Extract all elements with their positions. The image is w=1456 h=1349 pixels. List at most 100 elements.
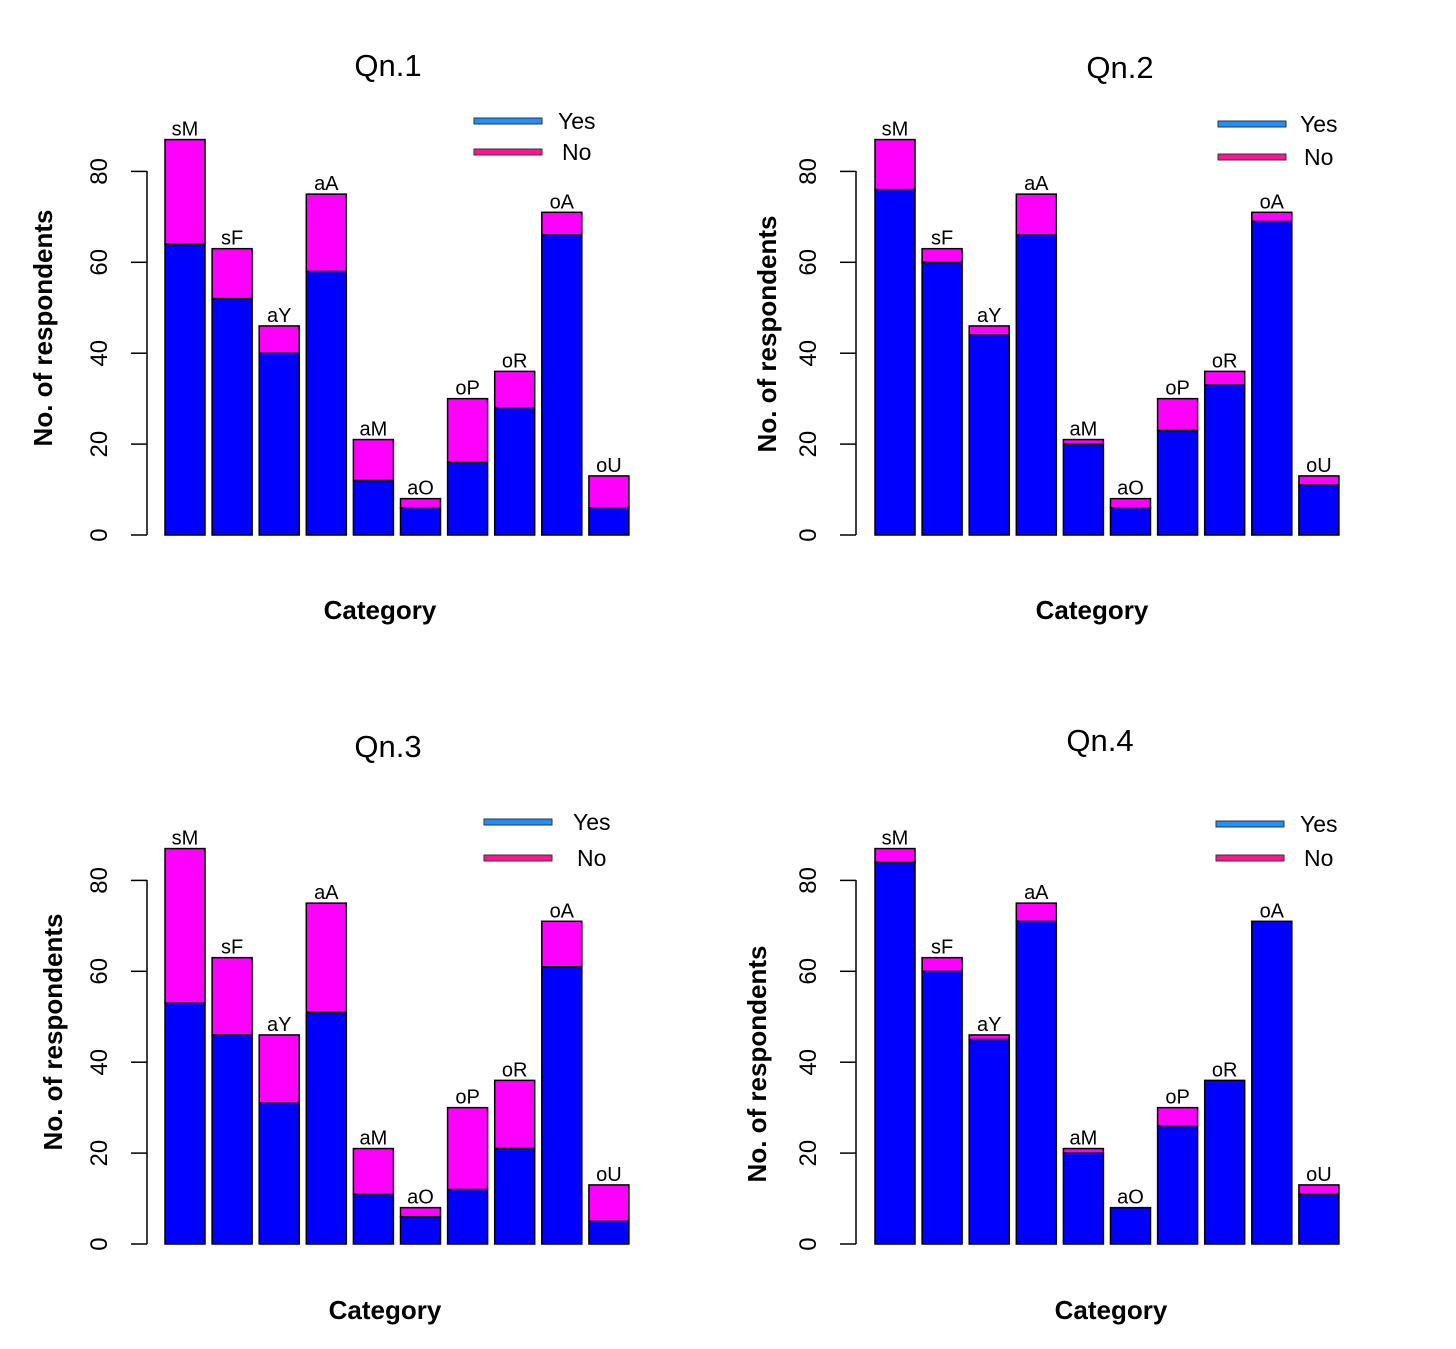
y-tick-label: 20 [86,431,113,458]
bar-yes [1015,920,1058,1245]
bar-no [352,1147,395,1195]
bar-label: sM [882,828,909,850]
y-tick-label: 40 [86,1049,113,1076]
bar-yes [541,966,583,1245]
bar-yes [258,352,300,536]
bar-label: aO [1117,478,1144,500]
legend-yes-label: Yes [573,809,611,835]
bar-yes [399,1215,442,1245]
bar-no [1251,211,1293,223]
bar-yes [874,861,916,1245]
bar-label: aY [267,305,291,327]
bar-label: oA [1260,900,1285,922]
y-tick-label: 60 [795,958,822,985]
bar-label: aM [1070,419,1098,441]
bar-label: sM [172,119,199,141]
bar-no [874,847,916,863]
bar-yes [968,1038,1010,1245]
y-tick-label: 40 [86,340,113,367]
bar-no [1156,397,1199,432]
bar-yes [1156,429,1199,536]
y-tick-label: 80 [795,158,822,185]
bar-yes [1298,484,1340,536]
y-axis-label: No. of respondents [38,914,68,1151]
bar-label: sF [931,937,953,959]
chart-title: Qn.3 [354,729,421,764]
bar-yes [446,461,489,536]
legend-yes-label: Yes [1300,811,1338,837]
y-tick-label: 0 [86,528,113,541]
bar-no [399,1206,442,1218]
bar-no [588,1184,630,1223]
legend-no-label: No [577,845,606,871]
legend-yes-swatch [473,117,543,125]
legend-no-label: No [1304,845,1333,871]
chart-panel-1: Qn.1 sM sF aY aA aM aO oP oR oA oU 0 20 40 60 80 Categor… [28,48,630,625]
x-axis-label: Category [329,1295,442,1325]
bar-no [164,138,206,245]
bar-label: sF [931,228,953,250]
bar-yes [1109,506,1152,536]
bar-no [541,211,583,236]
bar-no [1298,475,1340,486]
bar-yes [1298,1193,1340,1245]
bar-label: oP [1165,378,1189,400]
bar-no [258,1034,300,1104]
bar-label: oU [1306,1164,1332,1186]
bar-yes [305,270,348,536]
y-tick-label: 60 [795,249,822,276]
legend-yes-label: Yes [558,108,596,134]
chart-title: Qn.1 [354,48,421,83]
bar-yes [305,1011,348,1245]
bar-yes [874,188,916,536]
bar-yes [588,506,630,536]
bar-no [874,138,916,191]
legend-yes-swatch [1215,820,1285,828]
bar-yes [1251,920,1293,1245]
x-axis-label: Category [1055,1295,1168,1325]
legend: Yes No [1215,811,1338,871]
bar-label: aA [1024,173,1049,195]
bar-yes [258,1102,300,1245]
bar-yes [352,479,395,536]
bar-label: sF [221,228,243,250]
y-tick-label: 20 [795,431,822,458]
bar-label: oR [502,350,528,372]
y-tick-label: 0 [795,528,822,541]
bar-yes [1015,234,1058,536]
bar-label: aM [360,1128,388,1150]
y-axis-label: No. of respondents [28,210,58,447]
bar-label: oA [550,191,575,213]
chart-title: Qn.4 [1066,723,1133,758]
legend-no-swatch [1215,854,1285,862]
bar-yes [211,1034,253,1245]
bar-label: aO [407,478,434,500]
bar-no [493,370,536,409]
bar-no [211,247,253,300]
chart-title: Qn.2 [1086,50,1153,85]
bar-no [1062,438,1105,445]
legend-no-swatch [473,148,543,156]
x-axis-label: Category [1036,595,1149,625]
bar-yes [493,1147,536,1245]
legend-yes-label: Yes [1300,111,1338,137]
bar-no [493,1079,536,1150]
bar-label: oR [1212,350,1238,372]
legend: Yes No [1217,111,1338,170]
y-axis-label: No. of respondents [742,946,772,1183]
y-axis-label: No. of respondents [752,216,782,453]
bar-no [446,1106,489,1191]
bar-yes [541,234,583,536]
y-tick-label: 40 [795,340,822,367]
bar-no [164,847,206,1004]
bar-label: oU [596,455,622,477]
bar-yes [1203,384,1246,536]
y-tick-label: 80 [795,867,822,894]
bar-yes [968,334,1010,536]
bar-no [921,956,963,973]
legend-yes-swatch [483,818,553,826]
bar-label: aY [267,1014,291,1036]
bar-no [1015,193,1058,236]
y-tick-label: 20 [86,1140,113,1167]
bar-no [446,397,489,464]
